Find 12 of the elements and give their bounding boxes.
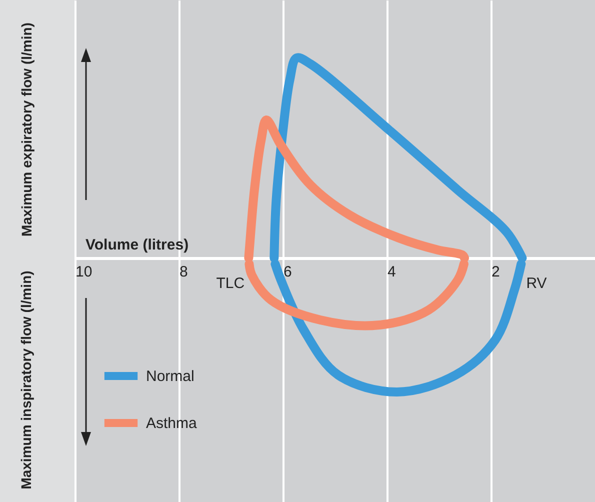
x-tick-label: 10	[76, 264, 92, 280]
x-tick-label: 8	[180, 264, 188, 280]
x-axis-title: Volume (litres)	[86, 236, 189, 254]
y-axis-title: Maximum expiratory flow (l/min)	[18, 22, 34, 236]
legend-label: Normal	[146, 368, 194, 385]
legend-label: Asthma	[146, 415, 198, 432]
x-tick-label: 4	[388, 264, 396, 280]
x-tick-label: 6	[284, 264, 292, 280]
annotation: RV	[526, 275, 547, 292]
text: Maximum inspiratory flow (l/min)	[18, 270, 34, 490]
annotation: TLC	[216, 275, 245, 292]
x-tick-label: 2	[492, 264, 500, 280]
